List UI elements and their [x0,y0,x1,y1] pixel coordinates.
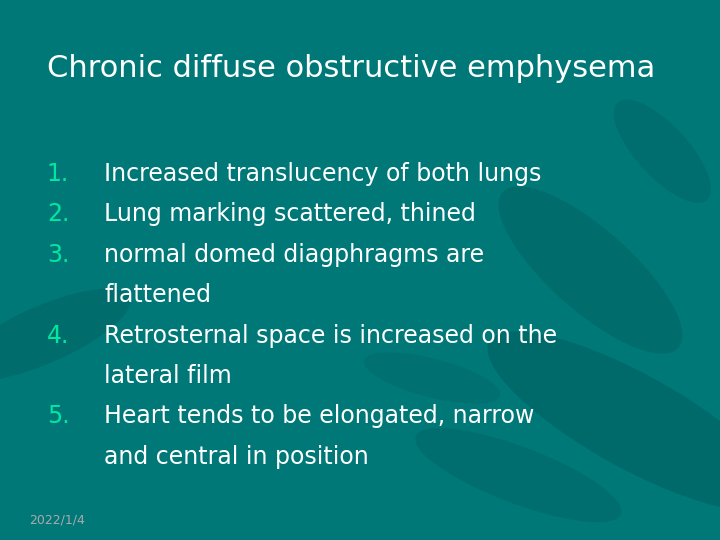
Text: lateral film: lateral film [104,364,232,388]
Text: Heart tends to be elongated, narrow: Heart tends to be elongated, narrow [104,404,535,428]
Text: normal domed diagphragms are: normal domed diagphragms are [104,243,485,267]
Text: Retrosternal space is increased on the: Retrosternal space is increased on the [104,323,557,348]
Ellipse shape [614,99,711,203]
Text: 2022/1/4: 2022/1/4 [29,514,85,526]
Text: flattened: flattened [104,283,212,307]
Ellipse shape [498,186,683,354]
Text: Lung marking scattered, thined: Lung marking scattered, thined [104,202,476,226]
Text: and central in position: and central in position [104,445,369,469]
Text: 2.: 2. [47,202,69,226]
Text: Increased translucency of both lungs: Increased translucency of both lungs [104,162,541,186]
Text: 5.: 5. [47,404,69,428]
Ellipse shape [487,332,720,511]
Text: 1.: 1. [47,162,69,186]
Text: Chronic diffuse obstructive emphysema: Chronic diffuse obstructive emphysema [47,54,655,83]
Ellipse shape [0,289,131,381]
Ellipse shape [364,353,500,403]
Ellipse shape [415,428,621,522]
Text: 3.: 3. [47,243,69,267]
Text: 4.: 4. [47,323,69,348]
